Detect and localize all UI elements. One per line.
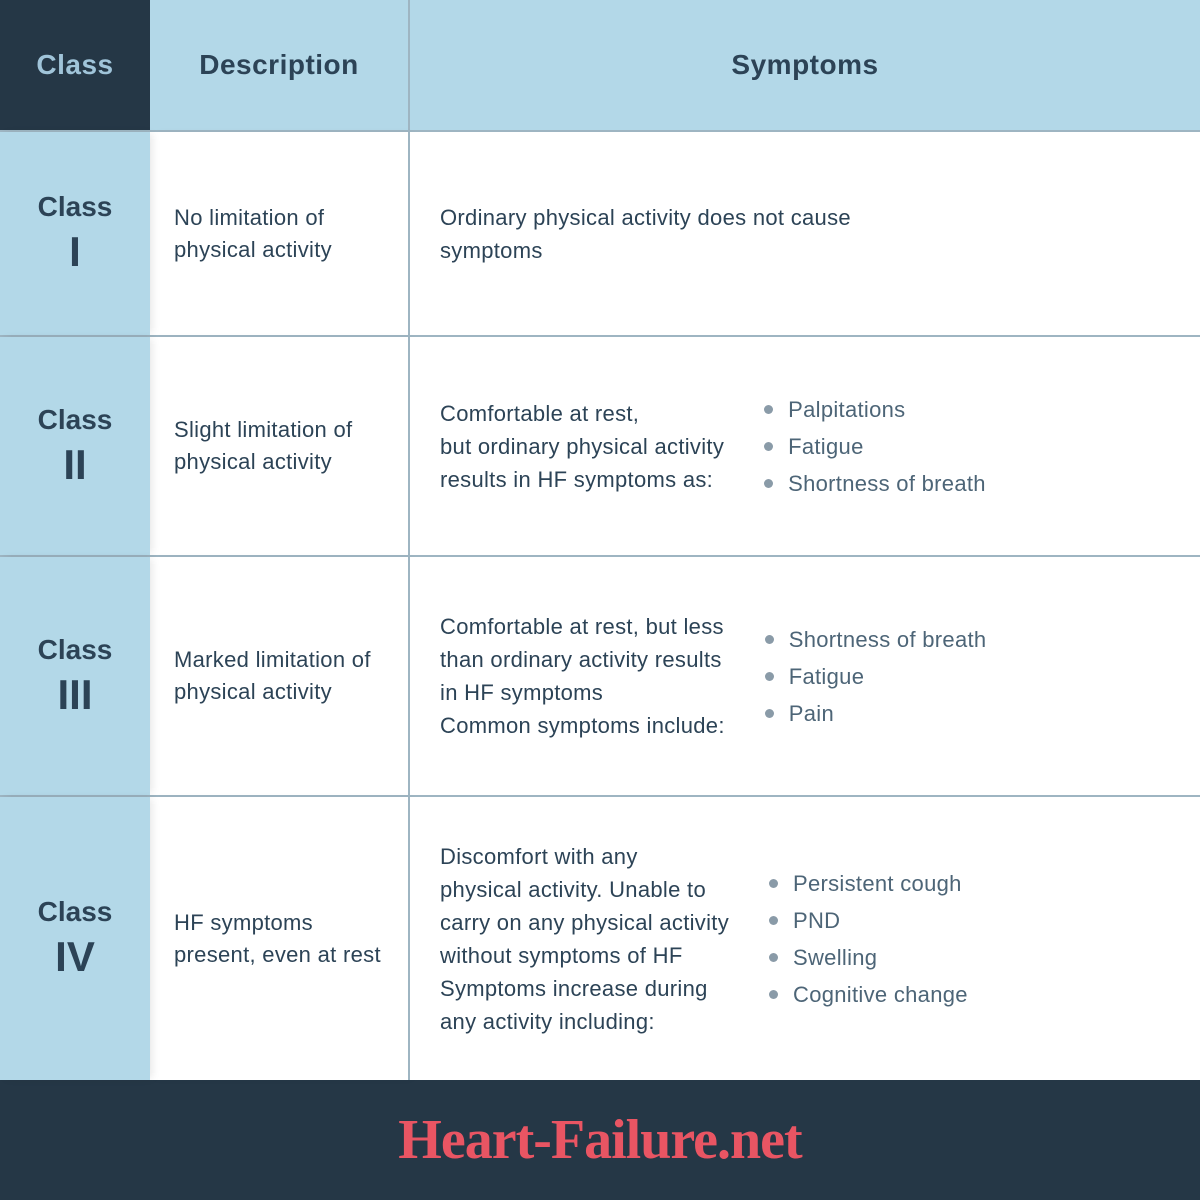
list-item: Pain xyxy=(765,697,987,730)
description-cell: Marked limitation of physical activity xyxy=(150,557,410,795)
symptoms-list: Palpitations Fatigue Shortness of breath xyxy=(764,389,986,504)
class-number: III xyxy=(38,671,113,719)
symptoms-list: Shortness of breath Fatigue Pain xyxy=(765,619,987,734)
description-cell: No limitation of physical activity xyxy=(150,132,410,335)
class-word: Class xyxy=(38,634,113,666)
symptoms-cell: Comfortable at rest, but ordinary physic… xyxy=(410,337,1200,555)
class-number: IV xyxy=(38,933,113,981)
footer: Heart-Failure.net xyxy=(0,1080,1200,1200)
list-item: Fatigue xyxy=(765,660,987,693)
list-item: Shortness of breath xyxy=(764,467,986,500)
table-row: Class III Marked limitation of physical … xyxy=(0,555,1200,795)
header-class: Class xyxy=(0,0,150,130)
table-row: Class II Slight limitation of physical a… xyxy=(0,335,1200,555)
class-number: I xyxy=(38,228,113,276)
description-cell: Slight limitation of physical activity xyxy=(150,337,410,555)
symptoms-cell: Ordinary physical activity does not caus… xyxy=(410,132,1200,335)
table-header: Class Description Symptoms xyxy=(0,0,1200,130)
class-word: Class xyxy=(38,191,113,223)
class-cell: Class I xyxy=(0,132,150,335)
symptoms-text: Ordinary physical activity does not caus… xyxy=(440,201,870,267)
list-item: Shortness of breath xyxy=(765,623,987,656)
class-cell: Class II xyxy=(0,337,150,555)
list-item: Persistent cough xyxy=(769,867,968,900)
table-row: Class I No limitation of physical activi… xyxy=(0,130,1200,335)
classification-table: Class Description Symptoms Class I No li… xyxy=(0,0,1200,1080)
class-word: Class xyxy=(38,896,113,928)
symptoms-text: Comfortable at rest, but less than ordin… xyxy=(440,610,725,742)
header-description: Description xyxy=(150,0,410,130)
symptoms-text: Discomfort with any physical activity. U… xyxy=(440,840,729,1038)
header-symptoms: Symptoms xyxy=(410,0,1200,130)
site-name: Heart-Failure.net xyxy=(398,1108,801,1172)
list-item: Cognitive change xyxy=(769,978,968,1011)
symptoms-cell: Comfortable at rest, but less than ordin… xyxy=(410,557,1200,795)
symptoms-cell: Discomfort with any physical activity. U… xyxy=(410,797,1200,1080)
class-number: II xyxy=(38,441,113,489)
list-item: Swelling xyxy=(769,941,968,974)
list-item: Palpitations xyxy=(764,393,986,426)
list-item: Fatigue xyxy=(764,430,986,463)
class-cell: Class IV xyxy=(0,797,150,1080)
symptoms-text: Comfortable at rest, but ordinary physic… xyxy=(440,397,724,496)
class-word: Class xyxy=(38,404,113,436)
table-row: Class IV HF symptoms present, even at re… xyxy=(0,795,1200,1080)
class-cell: Class III xyxy=(0,557,150,795)
description-cell: HF symptoms present, even at rest xyxy=(150,797,410,1080)
symptoms-list: Persistent cough PND Swelling Cognitive … xyxy=(769,863,968,1015)
list-item: PND xyxy=(769,904,968,937)
